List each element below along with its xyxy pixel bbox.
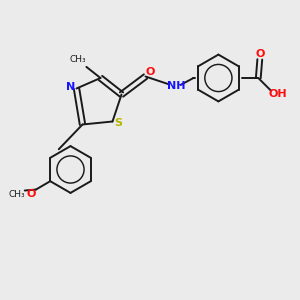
Text: OH: OH [268,89,287,99]
Text: O: O [27,189,36,199]
Text: NH: NH [167,80,186,91]
Text: CH₃: CH₃ [69,56,86,64]
Text: N: N [67,82,76,92]
Text: O: O [256,49,265,59]
Text: CH₃: CH₃ [8,190,25,199]
Text: O: O [145,67,155,77]
Text: S: S [114,118,122,128]
